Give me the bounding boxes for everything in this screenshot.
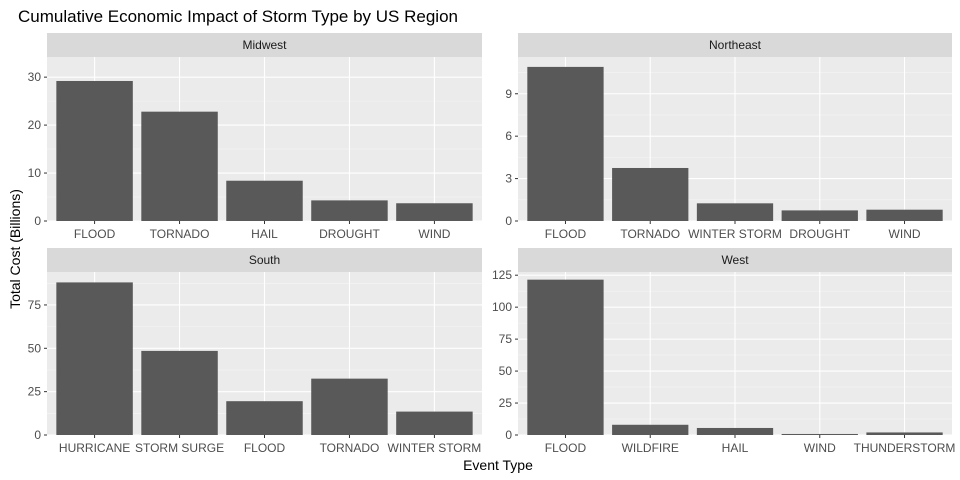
x-tick-label: DROUGHT [789,227,850,241]
y-tick-label: 0 [505,214,512,228]
x-tick-label: HAIL [722,441,749,455]
bar-west-flood [527,279,604,435]
panel-south: South 0 25 50 75 HURRICANE STORM SURGE FLOOD TOR… [28,248,482,455]
strip-west [518,248,952,272]
bar-west-wildfire [612,424,689,435]
y-tick-label: 10 [28,166,42,180]
bar-south-storm-surge [141,350,218,435]
bar-west-hail [696,427,774,435]
bar-northeast-drought [781,210,858,221]
y-tick-label: 50 [28,341,42,355]
x-tick-label: WIND [418,227,450,241]
bar-west-wind [781,433,858,435]
y-tick-label: 0 [34,428,41,442]
bar-west-thunderstorm [866,432,943,435]
panel-west: West 0 25 50 75 100 125 FLOOD WILDFIRE HAIL WIND TH… [492,248,955,455]
y-tick-label: 50 [499,364,513,378]
bar-midwest-tornado [141,111,218,221]
strip-label-midwest: Midwest [242,38,287,52]
x-tick-label: FLOOD [545,227,587,241]
x-tick-label: WILDFIRE [622,441,679,455]
x-tick-label: HAIL [251,227,278,241]
bar-south-winter-storm [396,411,473,435]
y-tick-label: 25 [28,385,42,399]
y-tick-label: 0 [505,428,512,442]
chart-title: Cumulative Economic Impact of Storm Type… [18,7,458,26]
strip-label-south: South [249,253,280,267]
bar-south-flood [226,401,303,435]
bar-midwest-hail [226,180,303,221]
x-tick-label: TORNADO [150,227,210,241]
y-tick-label: 25 [499,396,513,410]
y-tick-label: 75 [28,298,42,312]
bar-midwest-wind [396,203,473,221]
strip-northeast [518,33,952,57]
x-tick-label: WIND [804,441,836,455]
panel-midwest: Midwest 0 10 20 30 FLOOD TORNADO HAIL DROUGHT WIN… [28,33,482,241]
bar-northeast-flood [527,66,604,222]
y-tick-label: 9 [505,87,512,101]
x-tick-label: FLOOD [244,441,286,455]
x-tick-label: WIND [889,227,921,241]
x-tick-label: STORM SURGE [135,441,224,455]
x-tick-label: DROUGHT [319,227,380,241]
bar-northeast-winter-storm [696,203,774,221]
x-axis-title: Event Type [463,457,533,473]
bar-south-tornado [311,378,388,435]
y-tick-label: 75 [499,332,513,346]
x-tick-label: HURRICANE [59,441,130,455]
bar-midwest-drought [311,200,388,221]
strip-south [47,248,482,272]
x-tick-label: TORNADO [320,441,380,455]
x-tick-label: WINTER STORM [688,227,782,241]
panel-northeast: Northeast 0 3 6 9 FLOOD TORNADO WINTER STORM DRO… [505,33,952,241]
x-tick-label: THUNDERSTORM [854,441,956,455]
strip-label-northeast: Northeast [709,38,762,52]
x-tick-label: FLOOD [545,441,587,455]
bar-south-hurricane [56,282,133,435]
x-tick-label: FLOOD [74,227,116,241]
bar-midwest-flood [56,80,133,221]
y-axis-title: Total Cost (Billions) [7,189,23,309]
y-tick-label: 20 [28,118,42,132]
y-tick-label: 100 [492,300,512,314]
bar-northeast-tornado [612,167,689,221]
strip-label-west: West [721,253,749,267]
y-tick-label: 3 [505,172,512,186]
x-tick-label: TORNADO [620,227,680,241]
y-tick-label: 0 [34,214,41,228]
strip-midwest [47,33,482,57]
y-tick-label: 125 [492,268,512,282]
x-tick-label: WINTER STORM [388,441,482,455]
y-tick-label: 30 [28,70,42,84]
bar-northeast-wind [866,209,943,221]
y-tick-label: 6 [505,129,512,143]
